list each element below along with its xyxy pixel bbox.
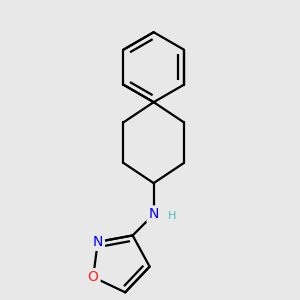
Text: N: N [93,235,103,249]
Text: O: O [88,270,99,284]
Text: H: H [168,211,176,221]
Text: N: N [148,207,159,221]
